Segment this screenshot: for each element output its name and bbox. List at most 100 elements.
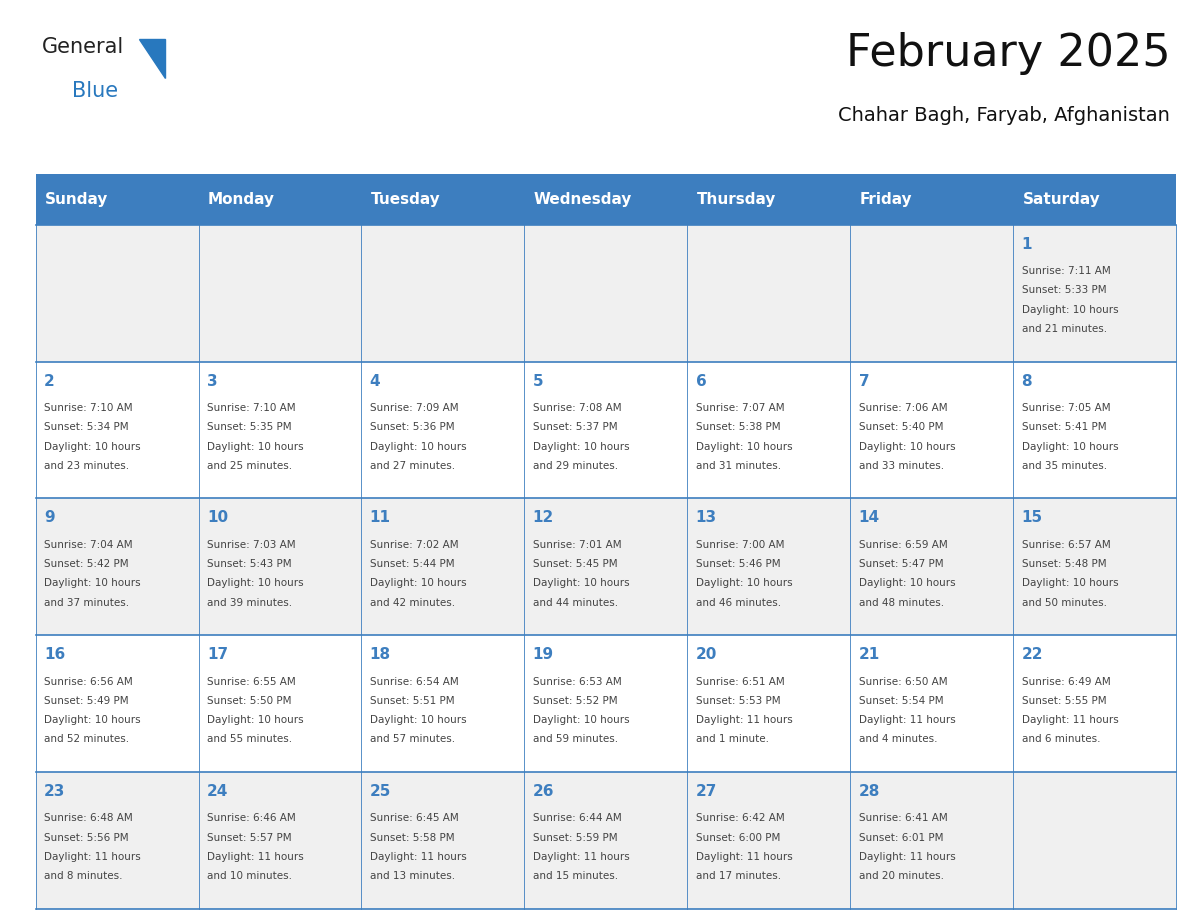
Text: Daylight: 10 hours: Daylight: 10 hours bbox=[859, 442, 955, 452]
Text: Daylight: 10 hours: Daylight: 10 hours bbox=[532, 442, 630, 452]
Text: Sunrise: 7:10 AM: Sunrise: 7:10 AM bbox=[207, 403, 296, 413]
Text: Sunrise: 6:51 AM: Sunrise: 6:51 AM bbox=[696, 677, 784, 687]
Text: Daylight: 10 hours: Daylight: 10 hours bbox=[532, 715, 630, 725]
Text: Daylight: 11 hours: Daylight: 11 hours bbox=[207, 852, 304, 862]
Text: Daylight: 10 hours: Daylight: 10 hours bbox=[44, 578, 140, 588]
Text: Sunset: 5:53 PM: Sunset: 5:53 PM bbox=[696, 696, 781, 706]
Text: and 59 minutes.: and 59 minutes. bbox=[532, 734, 618, 744]
Text: Daylight: 11 hours: Daylight: 11 hours bbox=[859, 852, 955, 862]
Text: Sunset: 5:50 PM: Sunset: 5:50 PM bbox=[207, 696, 291, 706]
Text: 8: 8 bbox=[1022, 374, 1032, 388]
Text: 13: 13 bbox=[696, 510, 716, 525]
Polygon shape bbox=[139, 39, 165, 78]
Text: Thursday: Thursday bbox=[697, 192, 776, 207]
Text: 9: 9 bbox=[44, 510, 55, 525]
Text: Daylight: 10 hours: Daylight: 10 hours bbox=[859, 578, 955, 588]
Text: Daylight: 11 hours: Daylight: 11 hours bbox=[859, 715, 955, 725]
Text: February 2025: February 2025 bbox=[846, 32, 1170, 75]
Text: Daylight: 10 hours: Daylight: 10 hours bbox=[696, 578, 792, 588]
Text: Daylight: 10 hours: Daylight: 10 hours bbox=[532, 578, 630, 588]
Text: Sunrise: 6:59 AM: Sunrise: 6:59 AM bbox=[859, 540, 947, 550]
Text: Sunset: 5:36 PM: Sunset: 5:36 PM bbox=[369, 422, 455, 432]
Text: 2: 2 bbox=[44, 374, 55, 388]
Text: and 48 minutes.: and 48 minutes. bbox=[859, 598, 943, 608]
Text: Blue: Blue bbox=[72, 81, 119, 101]
Text: Daylight: 10 hours: Daylight: 10 hours bbox=[207, 715, 303, 725]
Text: Sunset: 5:34 PM: Sunset: 5:34 PM bbox=[44, 422, 128, 432]
Text: Sunset: 5:33 PM: Sunset: 5:33 PM bbox=[1022, 285, 1106, 296]
Text: Sunrise: 6:53 AM: Sunrise: 6:53 AM bbox=[532, 677, 621, 687]
Text: Daylight: 10 hours: Daylight: 10 hours bbox=[207, 578, 303, 588]
Text: and 25 minutes.: and 25 minutes. bbox=[207, 461, 292, 471]
Text: Sunset: 5:43 PM: Sunset: 5:43 PM bbox=[207, 559, 291, 569]
Text: Sunrise: 6:55 AM: Sunrise: 6:55 AM bbox=[207, 677, 296, 687]
Text: Sunrise: 7:10 AM: Sunrise: 7:10 AM bbox=[44, 403, 133, 413]
Text: Sunrise: 6:50 AM: Sunrise: 6:50 AM bbox=[859, 677, 947, 687]
Bar bbox=[36, 772, 1176, 909]
Text: Sunset: 5:56 PM: Sunset: 5:56 PM bbox=[44, 833, 128, 843]
Text: and 21 minutes.: and 21 minutes. bbox=[1022, 324, 1107, 334]
Text: Sunset: 5:40 PM: Sunset: 5:40 PM bbox=[859, 422, 943, 432]
Text: Sunrise: 6:56 AM: Sunrise: 6:56 AM bbox=[44, 677, 133, 687]
Text: Sunrise: 6:49 AM: Sunrise: 6:49 AM bbox=[1022, 677, 1111, 687]
Text: Sunrise: 6:46 AM: Sunrise: 6:46 AM bbox=[207, 813, 296, 823]
Text: Sunset: 5:48 PM: Sunset: 5:48 PM bbox=[1022, 559, 1106, 569]
Text: Sunset: 5:46 PM: Sunset: 5:46 PM bbox=[696, 559, 781, 569]
Text: Sunset: 5:54 PM: Sunset: 5:54 PM bbox=[859, 696, 943, 706]
Text: General: General bbox=[42, 37, 124, 57]
Text: 17: 17 bbox=[207, 647, 228, 662]
Text: Daylight: 10 hours: Daylight: 10 hours bbox=[1022, 305, 1118, 315]
Text: Sunrise: 6:57 AM: Sunrise: 6:57 AM bbox=[1022, 540, 1111, 550]
Text: and 33 minutes.: and 33 minutes. bbox=[859, 461, 943, 471]
Text: 25: 25 bbox=[369, 784, 391, 799]
Text: Daylight: 11 hours: Daylight: 11 hours bbox=[696, 715, 792, 725]
Text: 16: 16 bbox=[44, 647, 65, 662]
Text: and 44 minutes.: and 44 minutes. bbox=[532, 598, 618, 608]
Text: Daylight: 10 hours: Daylight: 10 hours bbox=[44, 715, 140, 725]
Text: Sunrise: 6:48 AM: Sunrise: 6:48 AM bbox=[44, 813, 133, 823]
Text: 27: 27 bbox=[696, 784, 718, 799]
Text: Sunset: 5:38 PM: Sunset: 5:38 PM bbox=[696, 422, 781, 432]
Text: and 42 minutes.: and 42 minutes. bbox=[369, 598, 455, 608]
Text: 6: 6 bbox=[696, 374, 707, 388]
Text: 28: 28 bbox=[859, 784, 880, 799]
Text: and 6 minutes.: and 6 minutes. bbox=[1022, 734, 1100, 744]
Text: 5: 5 bbox=[532, 374, 543, 388]
Text: Daylight: 10 hours: Daylight: 10 hours bbox=[207, 442, 303, 452]
Text: Saturday: Saturday bbox=[1023, 192, 1100, 207]
Text: Sunset: 6:01 PM: Sunset: 6:01 PM bbox=[859, 833, 943, 843]
Text: Daylight: 11 hours: Daylight: 11 hours bbox=[1022, 715, 1118, 725]
Text: 26: 26 bbox=[532, 784, 555, 799]
Text: Sunset: 5:47 PM: Sunset: 5:47 PM bbox=[859, 559, 943, 569]
Text: Daylight: 10 hours: Daylight: 10 hours bbox=[369, 715, 467, 725]
Text: Daylight: 10 hours: Daylight: 10 hours bbox=[44, 442, 140, 452]
Text: Sunrise: 7:06 AM: Sunrise: 7:06 AM bbox=[859, 403, 947, 413]
Text: Sunday: Sunday bbox=[45, 192, 108, 207]
Text: Sunset: 5:45 PM: Sunset: 5:45 PM bbox=[532, 559, 618, 569]
Text: and 17 minutes.: and 17 minutes. bbox=[696, 871, 781, 881]
Text: Daylight: 10 hours: Daylight: 10 hours bbox=[1022, 578, 1118, 588]
Text: and 57 minutes.: and 57 minutes. bbox=[369, 734, 455, 744]
Text: Sunrise: 7:03 AM: Sunrise: 7:03 AM bbox=[207, 540, 296, 550]
Bar bbox=[36, 362, 1176, 498]
Text: Sunrise: 7:07 AM: Sunrise: 7:07 AM bbox=[696, 403, 784, 413]
Text: and 46 minutes.: and 46 minutes. bbox=[696, 598, 781, 608]
Text: 3: 3 bbox=[207, 374, 217, 388]
Text: Sunrise: 7:05 AM: Sunrise: 7:05 AM bbox=[1022, 403, 1110, 413]
Text: Daylight: 11 hours: Daylight: 11 hours bbox=[532, 852, 630, 862]
Text: Sunset: 5:59 PM: Sunset: 5:59 PM bbox=[532, 833, 618, 843]
Bar bbox=[36, 635, 1176, 772]
Text: Sunrise: 7:11 AM: Sunrise: 7:11 AM bbox=[1022, 266, 1111, 276]
Text: and 37 minutes.: and 37 minutes. bbox=[44, 598, 129, 608]
Text: 10: 10 bbox=[207, 510, 228, 525]
Text: Sunset: 5:58 PM: Sunset: 5:58 PM bbox=[369, 833, 455, 843]
Text: 12: 12 bbox=[532, 510, 554, 525]
Text: and 23 minutes.: and 23 minutes. bbox=[44, 461, 129, 471]
Text: Sunset: 5:41 PM: Sunset: 5:41 PM bbox=[1022, 422, 1106, 432]
Text: Sunset: 5:37 PM: Sunset: 5:37 PM bbox=[532, 422, 618, 432]
Text: and 35 minutes.: and 35 minutes. bbox=[1022, 461, 1107, 471]
Text: Sunrise: 6:54 AM: Sunrise: 6:54 AM bbox=[369, 677, 459, 687]
Text: and 39 minutes.: and 39 minutes. bbox=[207, 598, 292, 608]
Text: 15: 15 bbox=[1022, 510, 1043, 525]
Text: 14: 14 bbox=[859, 510, 879, 525]
